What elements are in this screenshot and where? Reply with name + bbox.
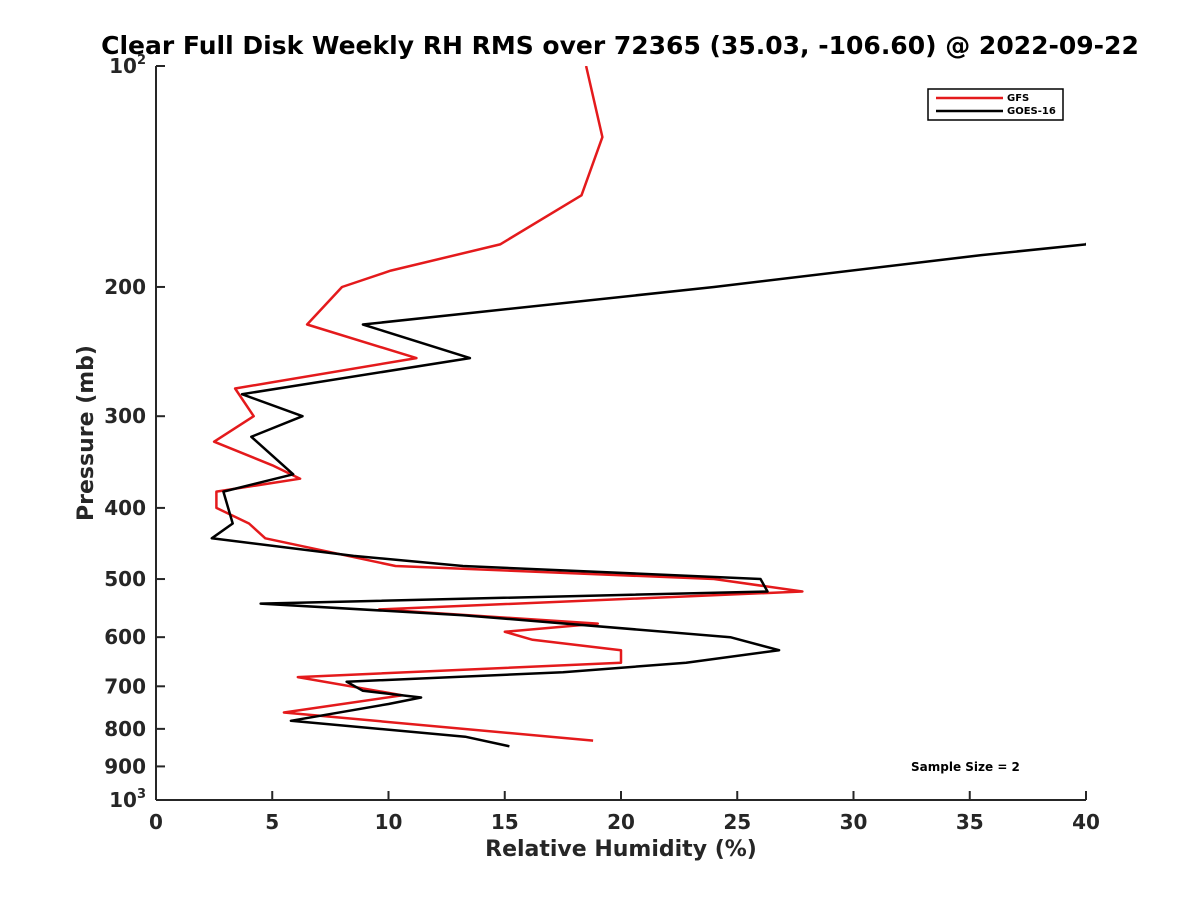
y-tick-label: 900 <box>104 754 146 778</box>
y-tick-label: 600 <box>104 625 146 649</box>
x-axis-label: Relative Humidity (%) <box>485 837 757 862</box>
sample-size-annotation: Sample Size = 2 <box>911 760 1020 774</box>
series-layer <box>210 66 1086 748</box>
x-tick-label: 0 <box>149 810 163 834</box>
series-line-gfs <box>212 66 804 742</box>
x-tick-label: 5 <box>265 810 279 834</box>
x-tick-label: 20 <box>607 810 635 834</box>
legend-label-gfs: GFS <box>1007 93 1029 104</box>
legend-box <box>927 88 1064 121</box>
series-line-goes16 <box>210 242 1086 748</box>
x-tick-label: 35 <box>956 810 984 834</box>
legend: GFS GOES-16 <box>927 88 1064 121</box>
y-axis-label: Pressure (mb) <box>74 345 99 521</box>
y-tick-label: 800 <box>104 717 146 741</box>
x-tick-label: 10 <box>375 810 403 834</box>
y-tick-label: 200 <box>104 275 146 299</box>
x-tick-label: 40 <box>1072 810 1100 834</box>
legend-label-goes16: GOES-16 <box>1007 106 1056 117</box>
y-tick-label: 500 <box>104 567 146 591</box>
y-tick-label: 300 <box>104 404 146 428</box>
x-tick-label: 30 <box>840 810 868 834</box>
y-tick-label: 400 <box>104 496 146 520</box>
y-tick-label: 103 <box>109 787 146 812</box>
x-tick-label: 25 <box>723 810 751 834</box>
y-tick-label: 700 <box>104 674 146 698</box>
axes: 0 5 10 15 20 25 30 35 40 102 200 300 400 500 600 700 800… <box>104 53 1100 834</box>
chart-title: Clear Full Disk Weekly RH RMS over 72365… <box>101 31 1139 60</box>
x-tick-label: 15 <box>491 810 519 834</box>
y-tick-label: 102 <box>109 53 146 78</box>
